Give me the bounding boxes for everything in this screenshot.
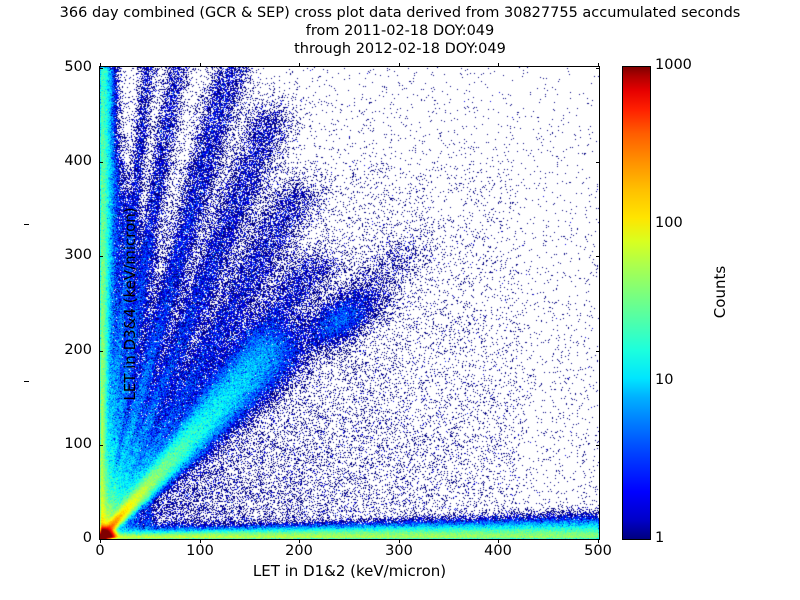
colorbar-gradient — [622, 66, 651, 540]
y-tick-label: 0 — [82, 530, 92, 546]
plot-title: 366 day combined (GCR & SEP) cross plot … — [0, 4, 800, 58]
x-tick-mark-top — [299, 63, 300, 67]
x-tick-label: 400 — [484, 543, 512, 559]
x-axis-label: LET in D1&2 (keV/micron) — [252, 562, 447, 580]
x-tick-mark — [498, 539, 499, 543]
colorbar-tick-mark — [24, 381, 29, 382]
x-tick-label: 500 — [584, 543, 612, 559]
y-tick-label: 500 — [64, 59, 92, 75]
x-tick-mark-top — [498, 63, 499, 67]
y-tick-mark — [99, 445, 103, 446]
colorbar-tick-label: 1 — [655, 530, 665, 546]
y-tick-label: 300 — [64, 247, 92, 263]
x-tick-label: 300 — [385, 543, 413, 559]
x-tick-label: 0 — [95, 543, 105, 559]
y-tick-mark — [99, 68, 103, 69]
colorbar-tick-label: 100 — [655, 215, 683, 231]
y-tick-mark — [99, 256, 103, 257]
colorbar-label: Counts — [711, 265, 729, 319]
y-tick-mark-right — [596, 539, 600, 540]
x-tick-mark — [598, 539, 599, 543]
density-heatmap — [100, 67, 599, 539]
x-tick-label: 200 — [285, 543, 313, 559]
y-tick-mark — [99, 539, 103, 540]
x-tick-mark-top — [598, 63, 599, 67]
colorbar-tick-label: 10 — [655, 372, 674, 388]
y-tick-mark-right — [596, 445, 600, 446]
x-tick-label: 100 — [186, 543, 214, 559]
plot-title-line-2: from 2011-02-18 DOY:049 — [305, 23, 495, 39]
colorbar-tick-mark — [24, 224, 29, 225]
x-tick-mark — [200, 539, 201, 543]
plot-area — [99, 66, 600, 540]
y-tick-label: 200 — [64, 342, 92, 358]
colorbar-tick-label: 1000 — [655, 57, 692, 73]
plot-title-line-3: through 2012-02-18 DOY:049 — [294, 41, 506, 57]
y-tick-mark-right — [596, 351, 600, 352]
x-tick-mark — [100, 539, 101, 543]
y-tick-mark-right — [596, 162, 600, 163]
y-tick-mark — [99, 351, 103, 352]
x-tick-mark-top — [100, 63, 101, 67]
y-tick-label: 100 — [64, 436, 92, 452]
y-tick-mark-right — [596, 256, 600, 257]
x-tick-mark — [399, 539, 400, 543]
y-tick-mark-right — [596, 68, 600, 69]
colorbar — [622, 66, 651, 540]
y-axis-label: LET in D3&4 (keV/micron) — [121, 207, 139, 401]
x-tick-mark-top — [200, 63, 201, 67]
plot-title-line-1: 366 day combined (GCR & SEP) cross plot … — [59, 5, 741, 21]
y-tick-mark — [99, 162, 103, 163]
y-tick-label: 400 — [64, 153, 92, 169]
x-tick-mark — [299, 539, 300, 543]
x-tick-mark-top — [399, 63, 400, 67]
